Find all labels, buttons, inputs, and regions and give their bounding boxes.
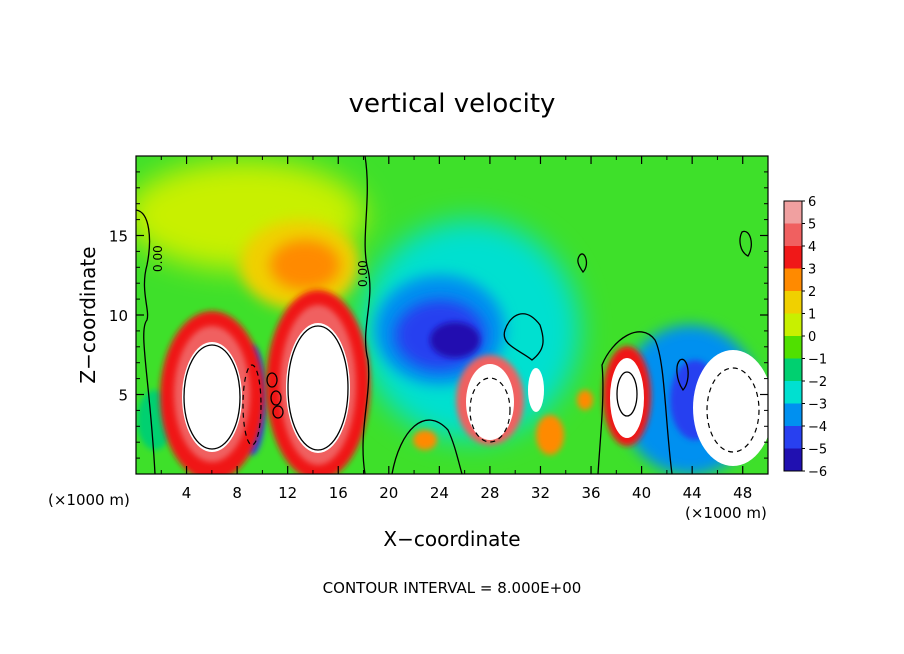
y-axis: 5 10 15	[109, 171, 768, 459]
x-tick-label: 32	[531, 484, 550, 502]
colorbar-swatch	[784, 246, 802, 269]
colorbar-swatch	[784, 268, 802, 292]
colorbar-label: −5	[808, 443, 827, 458]
x-tick-label: 24	[430, 484, 449, 502]
updraft-cell-2	[266, 290, 370, 474]
y-axis-label: Z−coordinate	[76, 246, 100, 383]
colorbar-swatch	[784, 201, 802, 224]
colorbar: 6 5 4 3 2 1 0 −1 −2 −3 −4 −5 −6	[783, 195, 827, 480]
updraft-cell-5	[693, 350, 768, 466]
field-weak-updraft-a	[413, 430, 437, 450]
colorbar-label: 6	[808, 195, 816, 210]
colorbar-swatch	[784, 426, 802, 449]
y-unit-label: (×1000 m)	[48, 491, 130, 509]
x-tick-label: 8	[232, 484, 242, 502]
y-tick-label: 5	[118, 387, 128, 405]
colorbar-swatch	[784, 403, 802, 427]
colorbar-label: 5	[808, 218, 816, 233]
updraft-cell-3	[456, 355, 544, 445]
colorbar-label: −2	[808, 375, 827, 390]
x-unit-label: (×1000 m)	[685, 504, 767, 522]
field-weak-updraft-c	[577, 390, 593, 410]
contour-label: 0.00	[356, 260, 370, 287]
x-tick-label: 40	[632, 484, 651, 502]
colorbar-swatch	[784, 358, 802, 382]
updraft-cell-1	[160, 311, 264, 474]
contour-interval-note: CONTOUR INTERVAL = 8.000E+00	[323, 579, 582, 597]
contour-lines	[136, 156, 752, 474]
x-tick-label: 16	[329, 484, 348, 502]
colorbar-swatch	[784, 381, 802, 404]
x-tick-label: 36	[581, 484, 600, 502]
colorbar-swatch	[784, 448, 802, 472]
x-tick-label: 28	[480, 484, 499, 502]
colorbar-label: −6	[808, 465, 827, 480]
x-axis: 4 8 12 16 20 24 28 32 36 40 44 48	[160, 156, 752, 502]
colorbar-label: 3	[808, 263, 816, 278]
plot-area: 0.00 0.00	[136, 156, 768, 474]
colorbar-label: −4	[808, 420, 827, 435]
contour-label: 0.00	[151, 245, 165, 272]
updraft-cell-4	[603, 346, 651, 446]
colorbar-swatch	[784, 313, 802, 337]
x-tick-label: 44	[683, 484, 702, 502]
x-tick-label: 4	[182, 484, 192, 502]
colorbar-swatch	[784, 291, 802, 314]
colorbar-label: 0	[808, 330, 816, 345]
colorbar-label: 2	[808, 285, 816, 300]
colorbar-label: 4	[808, 240, 816, 255]
x-axis-label: X−coordinate	[383, 527, 520, 551]
negative-contours	[242, 364, 760, 453]
colorbar-label: 1	[808, 308, 816, 323]
field-updraft-anvil-core	[270, 240, 340, 290]
y-tick-label: 10	[109, 307, 128, 325]
y-tick-label: 15	[109, 228, 128, 246]
colorbar-label: −1	[808, 353, 827, 368]
colorbar-swatch	[784, 223, 802, 247]
colorbar-label: −3	[808, 398, 827, 413]
field-weak-updraft-b	[536, 415, 564, 455]
chart-title: vertical velocity	[349, 89, 556, 119]
x-tick-label: 20	[379, 484, 398, 502]
x-tick-label: 12	[278, 484, 297, 502]
field-downdraft-max	[430, 322, 480, 358]
colorbar-swatch	[784, 336, 802, 359]
x-tick-label: 48	[733, 484, 752, 502]
